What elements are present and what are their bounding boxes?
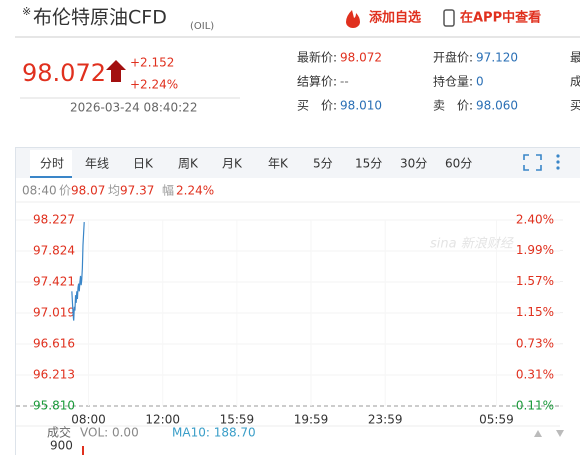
y-tick-label: 97.019 bbox=[33, 305, 75, 319]
volume-ma10: MA10: 188.70 bbox=[172, 426, 256, 440]
fullscreen-icon[interactable] bbox=[523, 154, 542, 171]
x-tick-label: 05:59 bbox=[479, 413, 514, 427]
y2-tick-label: 2.40% bbox=[516, 213, 554, 227]
tab-active bbox=[30, 150, 72, 178]
info-value: 97.120 bbox=[476, 51, 518, 65]
y-tick-label: 98.227 bbox=[33, 213, 75, 227]
price-line bbox=[71, 222, 85, 321]
info-label: 开盘价: bbox=[433, 50, 473, 65]
y-tick-label: 97.824 bbox=[33, 244, 75, 258]
info-value: 98.072 bbox=[340, 51, 382, 65]
info-value: 98.010 bbox=[340, 99, 382, 113]
open-in-app[interactable]: 在APP中查看 bbox=[460, 10, 541, 26]
add-watchlist[interactable]: 添加自选 bbox=[369, 10, 421, 26]
y2-tick-label: 0.31% bbox=[516, 367, 554, 381]
code: (OIL) bbox=[190, 21, 214, 32]
volume-vol: VOL: 0.00 bbox=[80, 426, 139, 440]
chart-panel bbox=[15, 147, 580, 455]
y2-tick-label: -0.11% bbox=[512, 399, 554, 413]
y2-tick-label: 1.99% bbox=[516, 243, 554, 257]
tab[interactable]: 年线 bbox=[85, 157, 109, 171]
y-tick-label: 96.213 bbox=[33, 367, 75, 381]
status-text: 98.07 bbox=[71, 184, 105, 198]
info-value: 98.060 bbox=[476, 99, 518, 113]
volume-tick: 900 bbox=[50, 439, 73, 453]
x-tick-label: 23:59 bbox=[368, 413, 403, 427]
status-text: 价 bbox=[59, 184, 71, 198]
tab[interactable]: 日K bbox=[133, 157, 154, 171]
status-text: 97.37 bbox=[120, 184, 154, 198]
price: 98.072 bbox=[22, 59, 106, 87]
status-text: 2.24% bbox=[176, 184, 214, 198]
y-tick-label: 96.616 bbox=[33, 336, 75, 350]
scroll-up[interactable] bbox=[534, 430, 542, 437]
y-tick-label: 95.810 bbox=[33, 399, 75, 413]
tab[interactable]: 60分 bbox=[445, 157, 472, 171]
status-text: 08:40 bbox=[22, 184, 57, 198]
x-tick-label: 15:59 bbox=[220, 413, 255, 427]
volume-label: 成交 bbox=[47, 425, 71, 440]
scroll-down[interactable] bbox=[556, 430, 564, 437]
y2-tick-label: 1.15% bbox=[516, 305, 554, 319]
tab[interactable]: 30分 bbox=[400, 157, 427, 171]
title-mark: ※ bbox=[22, 5, 31, 18]
title: 布伦特原油CFD bbox=[33, 7, 167, 29]
status-text: 幅 bbox=[162, 183, 174, 198]
volume-bar bbox=[82, 446, 84, 455]
status-text: 均 bbox=[108, 184, 120, 198]
tab[interactable]: 月K bbox=[222, 157, 243, 171]
info-label: 成 bbox=[570, 75, 580, 89]
y2-tick-label: 1.57% bbox=[516, 274, 554, 288]
y-tick-label: 97.421 bbox=[33, 275, 75, 289]
fire-icon bbox=[346, 10, 360, 28]
tab-bar bbox=[16, 148, 580, 178]
info-label: 卖 价: bbox=[433, 99, 473, 113]
x-tick-label: 12:00 bbox=[145, 413, 180, 427]
quote-time: 2026-03-24 08:40:22 bbox=[70, 101, 197, 115]
info-label: 最新价: bbox=[297, 50, 337, 65]
info-label: 买 价: bbox=[297, 99, 337, 113]
info-label: 最 bbox=[570, 51, 580, 65]
tab[interactable]: 15分 bbox=[355, 157, 382, 171]
watermark: sina 新浪财经 bbox=[430, 236, 515, 252]
more-icon[interactable] bbox=[556, 154, 560, 170]
y2-tick-label: 0.73% bbox=[516, 336, 554, 350]
tab[interactable]: 分时 bbox=[40, 157, 64, 171]
x-tick-label: 19:59 bbox=[294, 413, 329, 427]
info-value: -- bbox=[340, 75, 349, 89]
tab[interactable]: 周K bbox=[178, 157, 199, 171]
info-value: 0 bbox=[476, 75, 484, 89]
x-tick-label: 08:00 bbox=[71, 413, 106, 427]
up-arrow bbox=[106, 60, 126, 82]
info-label: 持仓量: bbox=[433, 74, 473, 89]
change: +2.152 bbox=[130, 56, 174, 70]
info-label: 结算价: bbox=[297, 74, 337, 89]
change-pct: +2.24% bbox=[130, 78, 178, 92]
phone-icon bbox=[443, 9, 455, 27]
tab[interactable]: 5分 bbox=[313, 157, 333, 171]
tab-underline bbox=[30, 176, 72, 178]
info-label: 买 bbox=[570, 99, 580, 113]
tab[interactable]: 年K bbox=[268, 157, 289, 171]
